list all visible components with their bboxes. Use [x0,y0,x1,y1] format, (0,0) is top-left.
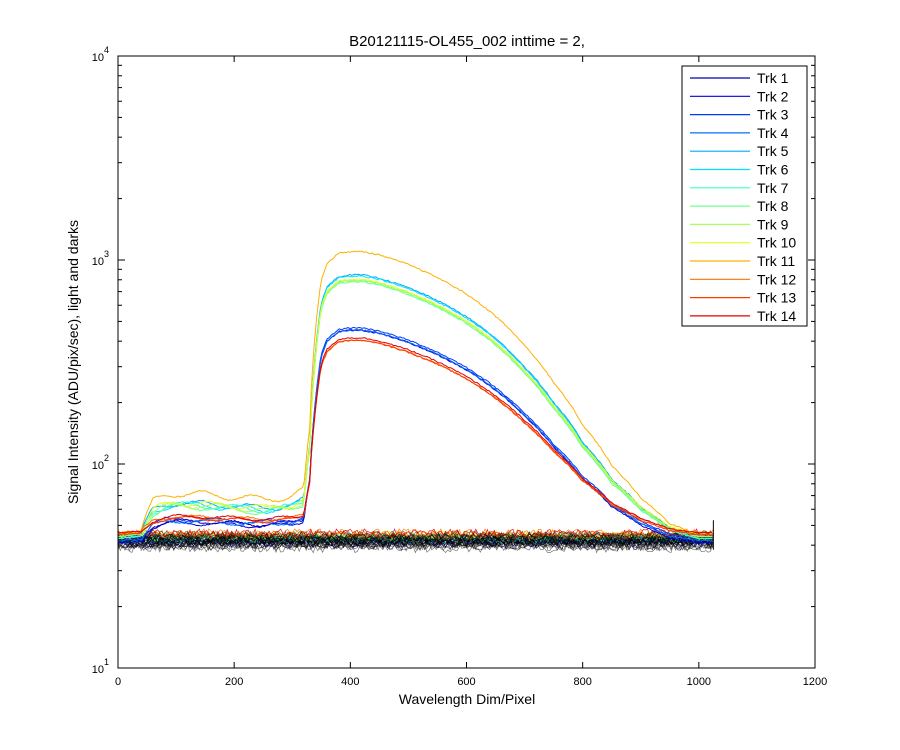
x-axis-ticks: 0 200 400 600 800 1000 1200 [115,56,827,688]
legend-label: Trk 11 [757,253,795,269]
y-tick-label: 102 [92,453,109,472]
legend-label: Trk 8 [757,198,789,214]
series-line [118,337,713,534]
y-tick-label: 103 [92,249,109,268]
dark-trace [117,538,714,550]
x-tick-label: 600 [457,676,475,688]
series-line [118,339,713,534]
legend-entries: Trk 1 Trk 2 Trk 3 Trk 4 Trk 5 Trk 6 Trk 7 Trk 8… [690,70,796,324]
y-tick-label: 101 [92,657,109,676]
series-line [117,250,713,536]
legend-label: Trk 13 [757,290,796,306]
series-line [117,280,713,540]
legend-label: Trk 5 [757,143,789,159]
x-tick-label: 1200 [803,676,827,688]
dark-trace [117,543,714,554]
series-line [117,278,713,536]
legend: Trk 1 Trk 2 Trk 3 Trk 4 Trk 5 Trk 6 Trk 7 Trk 8… [681,65,808,327]
x-tick-label: 0 [115,676,121,688]
x-tick-label: 800 [573,676,591,688]
legend-label: Trk 10 [757,235,796,251]
series-group [117,250,714,554]
y-tick-label: 104 [92,45,109,64]
legend-label: Trk 1 [757,70,789,86]
dark-trace [117,528,714,538]
legend-label: Trk 6 [757,162,789,178]
dark-trace [117,534,714,545]
legend-label: Trk 3 [757,107,789,123]
series-line [117,339,713,536]
series-line [117,279,713,538]
x-axis-label: Wavelength Dim/Pixel [399,691,535,707]
legend-label: Trk 12 [757,271,796,287]
legend-label: Trk 2 [757,88,789,104]
dark-trace [117,534,714,545]
legend-label: Trk 4 [757,125,789,141]
x-tick-label: 400 [341,676,359,688]
x-tick-label: 1000 [687,676,711,688]
x-tick-label: 200 [225,676,243,688]
legend-label: Trk 14 [757,308,796,324]
y-axis-ticks: 101 102 103 104 [92,45,815,676]
dark-trace [117,532,714,543]
legend-box [681,65,808,327]
legend-label: Trk 7 [757,180,789,196]
y-axis-label: Signal Intensity (ADU/pix/sec), light an… [65,220,81,504]
legend-label: Trk 9 [757,216,789,232]
chart-title: B20121115-OL455_002 inttime = 2, [349,33,585,50]
dark-trace [117,529,713,541]
dark-trace [117,540,714,551]
